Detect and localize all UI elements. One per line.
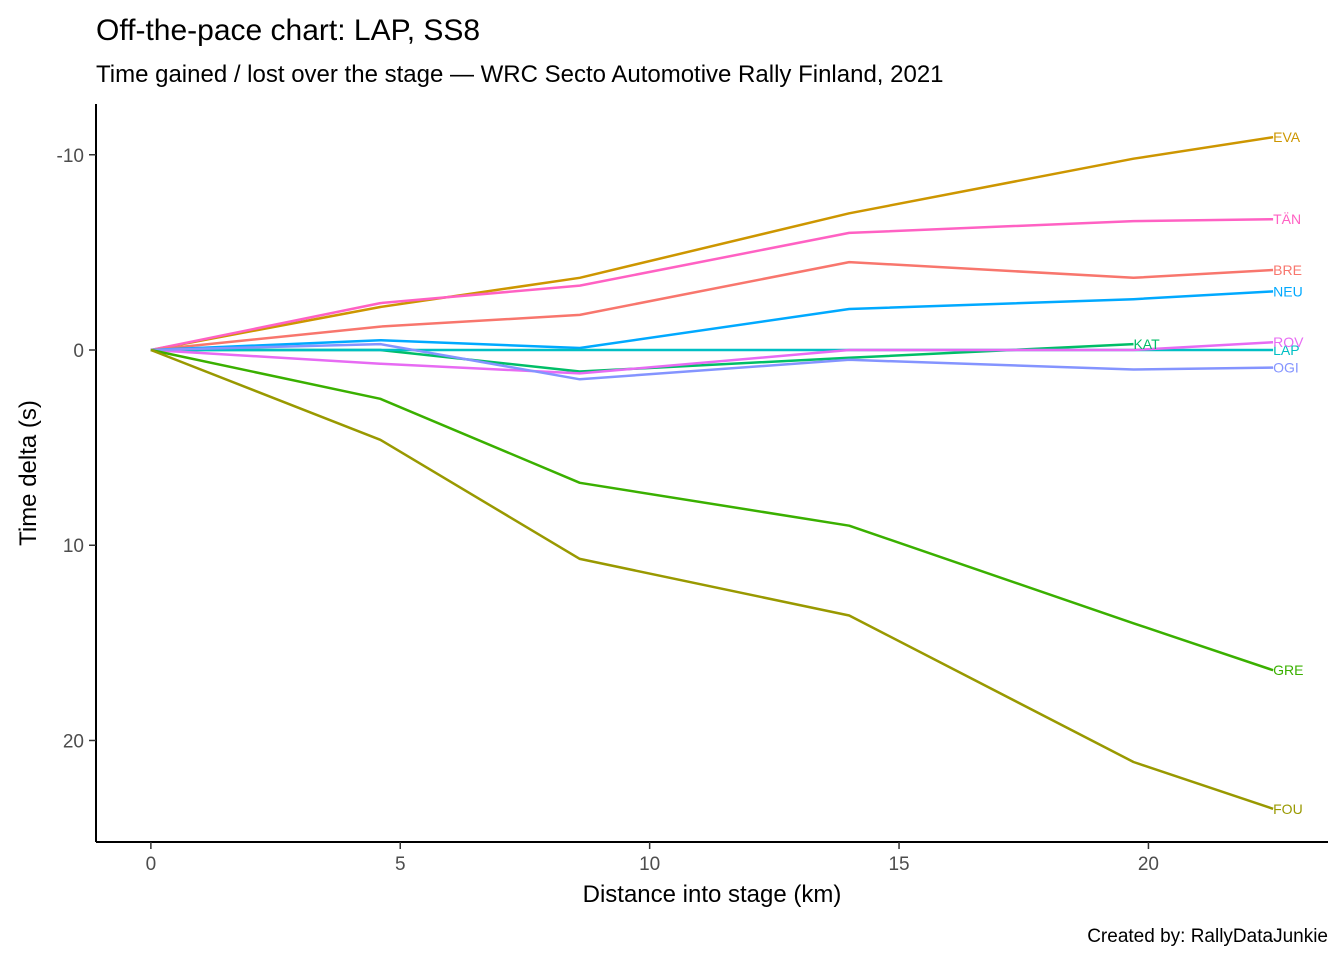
series-label-kat: KAT — [1133, 336, 1160, 352]
plot-lines — [150, 135, 1274, 810]
y-tick-label: 0 — [73, 341, 84, 362]
x-tick-label: 0 — [146, 854, 157, 875]
x-tick-label: 15 — [888, 854, 909, 875]
x-tick-label: 10 — [639, 854, 660, 875]
y-axis-title: Time delta (s) — [15, 400, 42, 546]
series-line-fou — [150, 348, 1274, 810]
chart-caption: Created by: RallyDataJunkie — [1087, 926, 1328, 947]
series-label-bre: BRE — [1273, 262, 1302, 278]
x-axis-title: Distance into stage (km) — [583, 881, 842, 908]
series-line-tän — [150, 217, 1274, 352]
series-label-rov: ROV — [1273, 334, 1304, 350]
series-label-lap: LAP — [1273, 342, 1299, 358]
series-label-fou: FOU — [1273, 801, 1303, 817]
series-label-gre: GRE — [1273, 662, 1303, 678]
series-label-ogi: OGI — [1273, 360, 1299, 376]
series-line-ogi — [150, 342, 1274, 381]
series-line-bre — [150, 260, 1274, 352]
series-line-eva — [150, 135, 1274, 352]
x-tick-label: 20 — [1138, 854, 1159, 875]
series-line-gre — [150, 348, 1274, 672]
chart-subtitle: Time gained / lost over the stage — WRC … — [96, 61, 944, 88]
series-label-neu: NEU — [1273, 283, 1303, 299]
y-tick-label: 10 — [63, 536, 84, 557]
y-tick-label: 20 — [63, 731, 84, 752]
y-tick-label: -10 — [57, 146, 84, 167]
series-label-tän: TÄN — [1273, 211, 1301, 227]
series-line-rov — [150, 340, 1274, 375]
series-label-eva: EVA — [1273, 129, 1301, 145]
series-line-neu — [150, 290, 1274, 352]
x-tick-label: 5 — [395, 854, 406, 875]
chart-title: Off-the-pace chart: LAP, SS8 — [96, 14, 480, 47]
x-axis-ticks: 0 5 10 15 20 — [146, 842, 1159, 875]
y-axis-ticks: -10 0 10 20 — [57, 146, 96, 752]
